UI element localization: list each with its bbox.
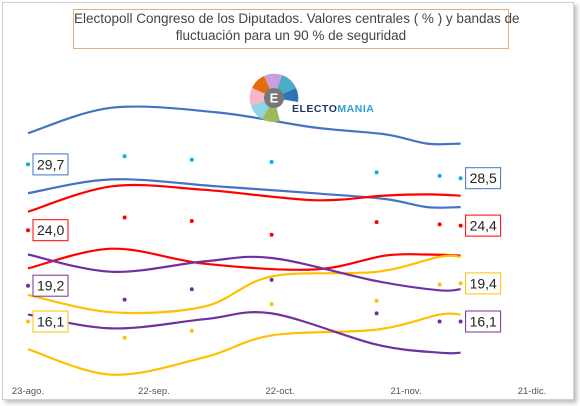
series-0-dot <box>26 162 30 167</box>
series-1-dot <box>189 219 194 223</box>
value-labels: 29,7 28,5 24,0 24,4 16,1 19,4 19,2 16,1 <box>32 153 502 333</box>
series-3-start-label-box <box>32 274 69 297</box>
chart-title-line2: fluctuación para un 90 % de seguridad <box>175 28 407 43</box>
series-2-dot <box>374 298 379 303</box>
series-0-dot <box>122 154 127 159</box>
series-1-end-label-box <box>465 214 502 237</box>
x-tick-label: 22-sep. <box>138 386 170 397</box>
data-dots <box>26 154 463 340</box>
svg-text:ELECTOMANIA: ELECTOMANIA <box>292 103 374 115</box>
series-1-dot <box>458 223 463 228</box>
series-1-dot <box>437 222 442 227</box>
series-2-start-label: 16,1 <box>37 314 64 330</box>
series-0-start-label-box <box>32 153 69 176</box>
series-3-dot <box>122 297 127 302</box>
series-3-start-label: 19,2 <box>37 278 64 294</box>
series-1-start-label-box <box>32 219 69 242</box>
series-0-upper-band <box>27 105 461 146</box>
series-1-dot <box>269 232 274 237</box>
series-1-start-label: 24,0 <box>37 222 64 238</box>
x-tick-label: 21-nov. <box>391 386 422 397</box>
series-3-dot <box>269 277 274 282</box>
chart-title: Electopoll Congreso de los Diputados. Va… <box>73 9 520 49</box>
series-1-upper-band <box>27 183 461 213</box>
series-0-end-label: 28,5 <box>470 170 497 186</box>
series-3-dot <box>458 319 463 324</box>
series-1-dot <box>122 215 127 220</box>
series-2-dot <box>269 302 274 307</box>
series-3-dot <box>189 287 194 292</box>
x-tick-label: 22-oct. <box>265 386 294 397</box>
series-0-lower-band <box>27 178 461 209</box>
series-2-dot <box>26 319 30 324</box>
series-1-lower-band <box>27 247 461 271</box>
series-2-upper-band <box>27 254 461 315</box>
series-0-dot <box>437 173 442 178</box>
series-2-dot <box>189 328 194 333</box>
logo-word-part1: ELECTO <box>292 103 337 115</box>
series-3-end-label-box <box>465 310 502 333</box>
series-0-start-label: 29,7 <box>37 156 64 172</box>
electomania-logo: E ELECTOMANIA <box>249 73 374 122</box>
series-2-dot <box>122 335 127 340</box>
series-3-lower-band <box>27 311 461 355</box>
series-2-start-label-box <box>32 310 69 333</box>
series-1-end-label: 24,4 <box>470 218 497 234</box>
series-0-dot <box>458 176 463 181</box>
series-2-dot <box>458 281 463 286</box>
chart-title-line1: Electopoll Congreso de los Diputados. Va… <box>74 11 520 26</box>
x-axis-ticks: 23-ago. 22-sep. 22-oct. 21-nov. 21-dic. <box>12 386 546 397</box>
series-0-end-label-box <box>465 167 502 190</box>
x-tick-label: 23-ago. <box>12 386 44 397</box>
series-0-dot <box>189 157 194 162</box>
series-2-dot <box>437 282 442 287</box>
series-3-dot <box>26 283 30 288</box>
logo-word-part2: MANIA <box>337 103 374 115</box>
series-3-dot <box>374 311 379 316</box>
series-0-dot <box>269 160 274 164</box>
series-0-dot <box>374 170 379 175</box>
series-3-upper-band <box>27 253 461 292</box>
x-tick-label: 21-dic. <box>518 386 547 397</box>
series-2-lower-band <box>27 312 461 376</box>
series-1-dot <box>374 220 379 225</box>
series-2-end-label-box <box>465 272 502 295</box>
series-2-end-label: 19,4 <box>470 275 497 291</box>
band-lines <box>27 105 461 376</box>
series-3-end-label: 16,1 <box>470 314 497 330</box>
logo-letter: E <box>270 91 279 106</box>
series-1-dot <box>26 228 30 233</box>
series-3-dot <box>437 319 442 324</box>
